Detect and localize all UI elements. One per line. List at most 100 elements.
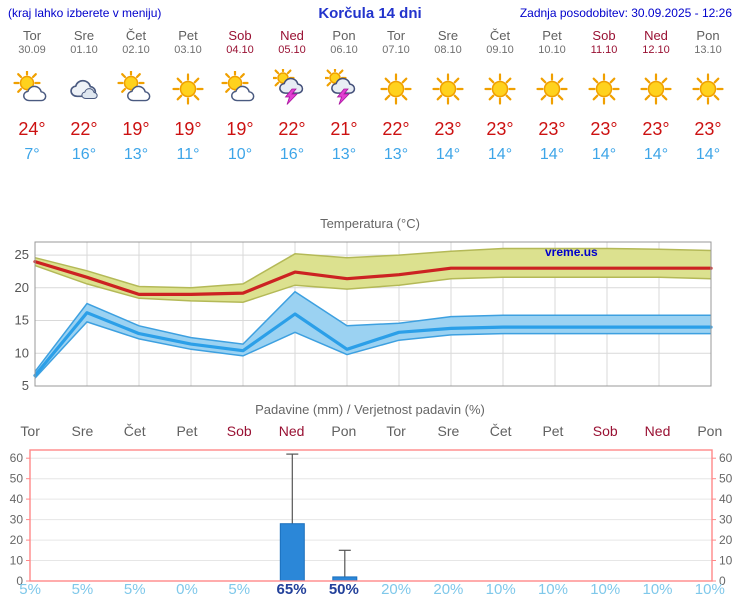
precip-probability: 10% [590, 581, 621, 598]
y-tick-label-left: 60 [10, 451, 24, 465]
day-name: Čet [125, 28, 147, 43]
partly-cloudy-icon [214, 65, 266, 113]
day-date: 30.09 [18, 44, 46, 56]
plot-frame [29, 449, 713, 582]
day-name: Pet [178, 28, 198, 43]
day-date: 13.10 [694, 44, 722, 56]
y-tick-label-right: 30 [719, 513, 733, 527]
day-date: 03.10 [174, 44, 202, 56]
day-column: Sob 04.10 19° 10° [214, 28, 266, 164]
day-column: Pet 10.10 23° 14° [526, 28, 578, 164]
y-tick-label: 15 [15, 313, 29, 328]
precip-bar [279, 523, 305, 582]
y-tick-label: 5 [22, 378, 29, 393]
day-name: Čet [489, 28, 511, 43]
day-date: 04.10 [226, 44, 254, 56]
y-tick-label-right: 40 [719, 492, 733, 506]
day-name: Sre [73, 28, 95, 43]
day-name: Ned [280, 28, 304, 43]
precip-day-label: Čet [123, 423, 146, 439]
precip-day-label: Ned [278, 423, 305, 439]
day-column: Sob 11.10 23° 14° [578, 28, 630, 164]
max-temp-range-lower-edge [34, 264, 712, 303]
day-name: Tor [386, 28, 406, 43]
partly-cloudy-icon [6, 65, 58, 113]
day-date: 12.10 [642, 44, 670, 56]
day-name: Pon [332, 28, 356, 43]
day-name: Sre [437, 28, 459, 43]
min-temperature: 14° [695, 146, 721, 163]
precip-probability: 50% [328, 581, 359, 598]
y-tick-label-left: 30 [10, 513, 24, 527]
temperature-chart: 5 10 15 20 25 vreme.us [15, 241, 713, 393]
min-temperature: 13° [123, 146, 149, 163]
max-temperature: 22° [382, 119, 410, 139]
thunderstorm-icon [318, 65, 370, 113]
day-column: Pon 13.10 23° 14° [682, 28, 734, 164]
max-temperature: 23° [434, 119, 462, 139]
precip-day-label: Sre [71, 423, 94, 439]
precip-day-label: Pet [176, 423, 198, 439]
day-column: Pon 06.10 21° 13° [318, 28, 370, 164]
precip-day-label: Sre [437, 423, 460, 439]
sunny-icon [162, 65, 214, 113]
min-temperature: 11° [176, 146, 200, 163]
max-temperature: 19° [226, 119, 254, 139]
max-temperature: 23° [538, 119, 566, 139]
menu-hint: (kraj lahko izberete v meniju) [8, 6, 162, 20]
min-temp-range-lower-edge [34, 321, 711, 379]
min-temp-range-upper-edge [34, 290, 711, 373]
precip-day-label: Sob [226, 423, 252, 439]
precip-probability: 20% [381, 581, 412, 598]
precip-day-label: Sob [592, 423, 618, 439]
day-date: 01.10 [70, 44, 98, 56]
sunny-icon [474, 65, 526, 113]
min-temperature: 13° [331, 146, 357, 163]
precip-day-label: Pon [331, 423, 357, 439]
sunny-icon [370, 65, 422, 113]
day-column: Pet 03.10 19° 11° [162, 28, 214, 164]
sunny-icon [578, 65, 630, 113]
precip-day-label: Pon [697, 423, 723, 439]
max-temperature: 19° [174, 119, 202, 139]
sunny-icon [422, 65, 474, 113]
min-temp-range-band [35, 291, 711, 379]
precip-day-label: Tor [20, 423, 40, 439]
day-column: Sre 01.10 22° 16° [58, 28, 110, 164]
day-column: Čet 02.10 19° 13° [110, 28, 162, 164]
max-temp-range-upper-edge [34, 247, 712, 289]
day-column: Tor 30.09 24° 7° [6, 28, 58, 164]
max-temp-line [33, 260, 713, 297]
day-name: Sob [228, 28, 252, 43]
precip-probability: 5% [228, 581, 251, 598]
min-temperature: 13° [383, 146, 409, 163]
day-column: Tor 07.10 22° 13° [370, 28, 422, 164]
precip-probability: 5% [19, 581, 41, 598]
min-temperature: 16° [71, 146, 97, 163]
day-date: 05.10 [278, 44, 306, 56]
min-temperature: 14° [591, 146, 617, 163]
precip-probability: 10% [694, 581, 725, 598]
precip-probability: 5% [71, 581, 94, 598]
precip-probability: 0% [176, 581, 198, 598]
max-temperature: 21° [330, 119, 358, 139]
y-tick-label: 20 [15, 280, 29, 295]
y-tick-label-left: 20 [10, 533, 24, 547]
thunderstorm-icon [266, 65, 318, 113]
forecast-strip: Tor 30.09 24° 7° Sre 01.10 22° 16° Čet 02.10 19° 13… [6, 28, 734, 164]
day-date: 06.10 [330, 44, 358, 56]
max-temperature: 22° [70, 119, 98, 139]
y-tick-label-left: 40 [10, 492, 24, 506]
min-temperature: 14° [539, 146, 565, 163]
precip-day-label: Tor [386, 423, 406, 439]
page-title: Korčula 14 dni [318, 5, 422, 22]
day-date: 08.10 [434, 44, 462, 56]
sunny-icon [630, 65, 682, 113]
watermark: vreme.us [545, 245, 598, 259]
day-date: 09.10 [486, 44, 514, 56]
partly-cloudy-icon [110, 65, 162, 113]
precip-probability: 65% [276, 581, 307, 598]
precip-probability: 20% [433, 581, 464, 598]
day-date: 07.10 [382, 44, 410, 56]
